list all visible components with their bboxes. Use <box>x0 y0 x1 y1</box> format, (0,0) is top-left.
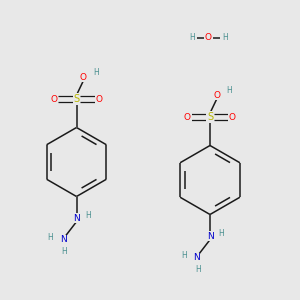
Text: O: O <box>184 112 191 122</box>
Text: H: H <box>226 86 232 95</box>
Text: N: N <box>73 214 80 223</box>
Text: H: H <box>195 265 201 274</box>
Text: H: H <box>222 33 228 42</box>
Text: O: O <box>80 73 87 82</box>
Text: H: H <box>181 251 187 260</box>
Text: H: H <box>47 233 53 242</box>
Text: S: S <box>74 94 80 104</box>
Text: N: N <box>60 235 66 244</box>
Text: H: H <box>85 211 91 220</box>
Text: N: N <box>207 232 213 241</box>
Text: O: O <box>229 112 236 122</box>
Text: O: O <box>95 94 103 103</box>
Text: H: H <box>93 68 99 77</box>
Text: O: O <box>213 91 220 100</box>
Text: O: O <box>50 94 58 103</box>
Text: H: H <box>189 33 195 42</box>
Text: N: N <box>193 253 200 262</box>
Text: H: H <box>61 247 68 256</box>
Text: O: O <box>205 33 212 42</box>
Text: H: H <box>218 229 224 238</box>
Text: S: S <box>207 112 213 122</box>
